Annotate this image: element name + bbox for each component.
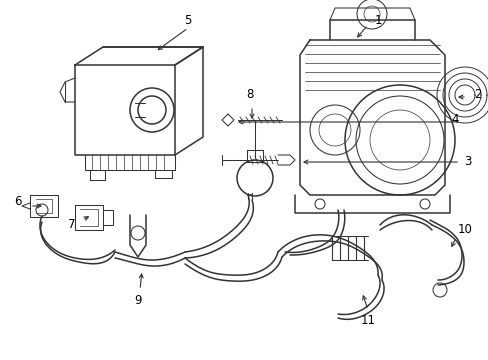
Text: 3: 3 <box>464 156 471 168</box>
Text: 9: 9 <box>134 293 142 306</box>
Text: 1: 1 <box>373 13 381 27</box>
Text: 11: 11 <box>360 314 375 327</box>
Text: 6: 6 <box>14 195 21 208</box>
Text: 4: 4 <box>450 113 458 126</box>
Text: 2: 2 <box>473 89 481 102</box>
Text: 5: 5 <box>184 13 191 27</box>
Text: 7: 7 <box>68 219 76 231</box>
Text: 10: 10 <box>457 224 471 237</box>
Text: 8: 8 <box>246 89 253 102</box>
